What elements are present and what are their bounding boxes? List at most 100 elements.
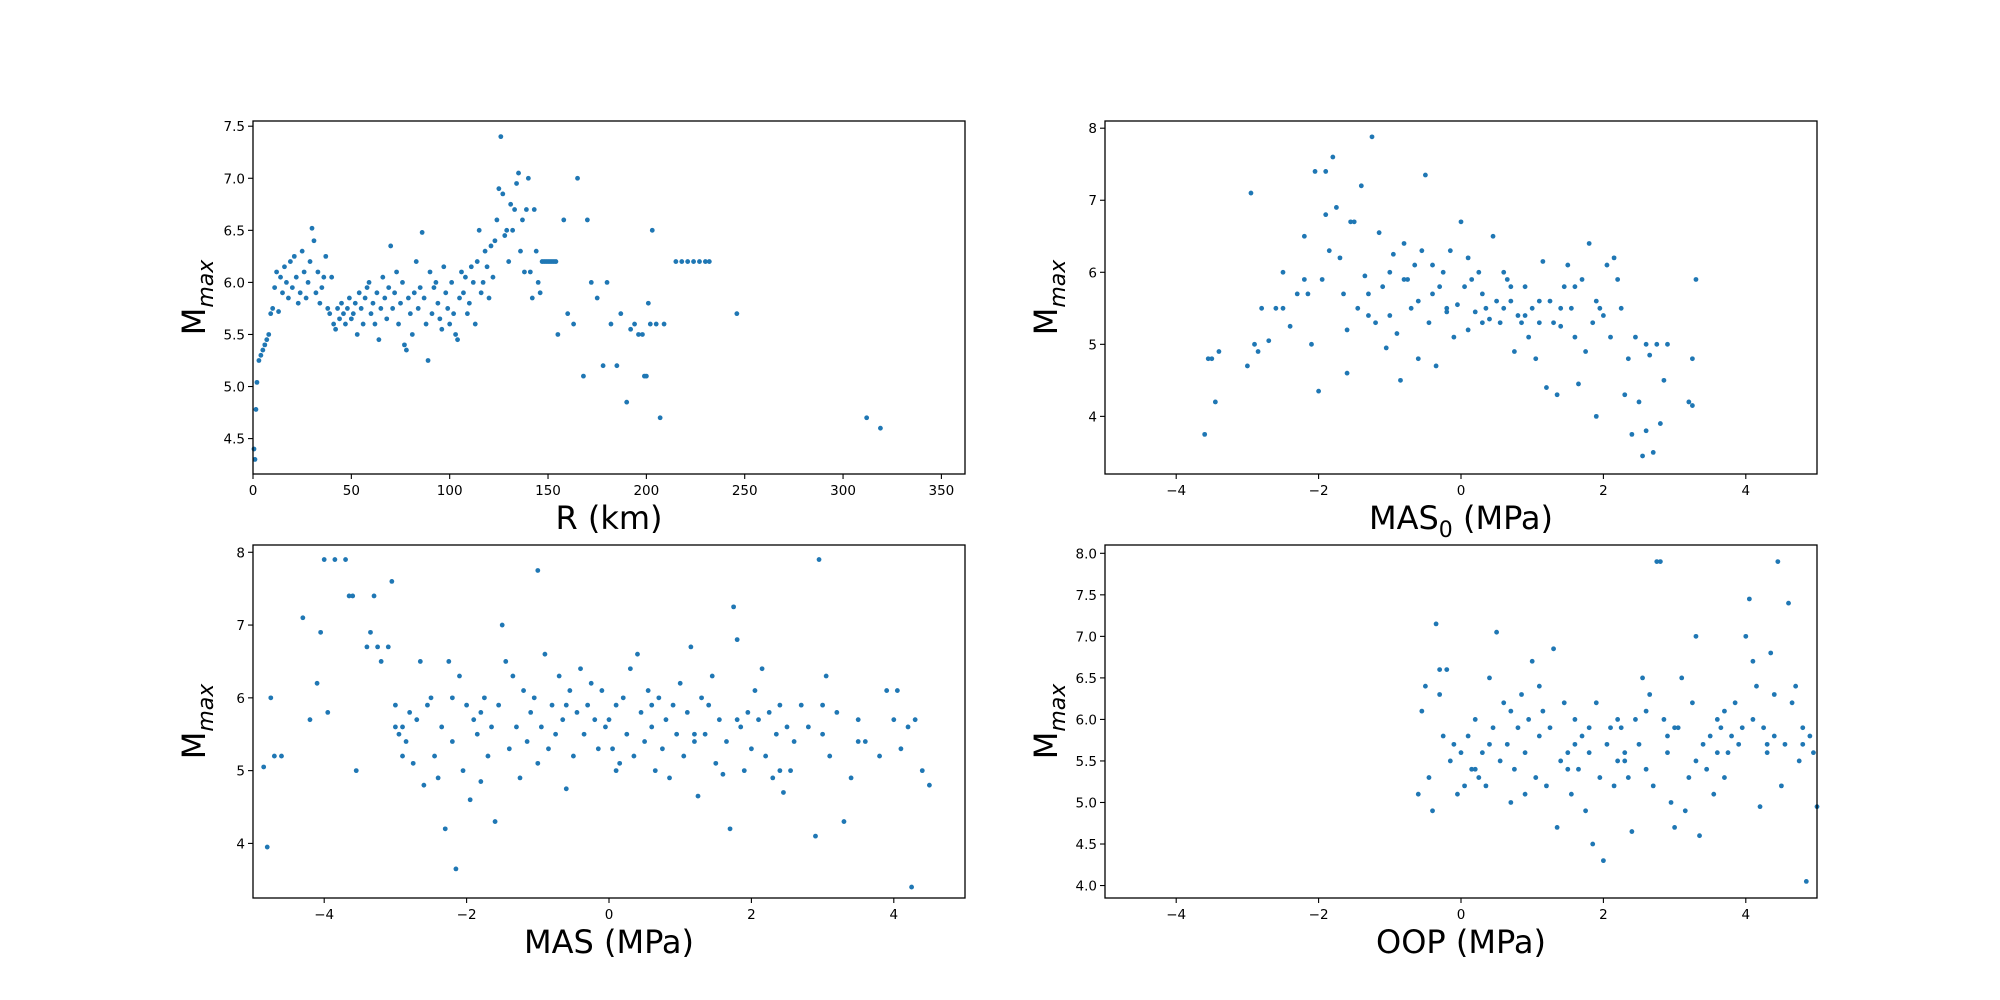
- data-point: [1675, 725, 1681, 731]
- data-point: [354, 332, 360, 337]
- scatter-panel-oop: −4 −2 0 2 4 4.0 4.5 5.0 5.5 6.0 6.5 7.0 7.5 8.0 OOP (M…: [1027, 544, 1820, 961]
- plot-frame: [1104, 120, 1818, 475]
- data-point: [1771, 692, 1777, 697]
- data-point: [1437, 667, 1443, 672]
- data-point: [1390, 251, 1396, 257]
- x-tick-label: 2: [747, 907, 756, 923]
- data-point: [1398, 377, 1403, 383]
- data-point: [506, 746, 512, 752]
- data-point: [1601, 858, 1606, 864]
- data-point: [531, 207, 537, 212]
- data-point: [1504, 277, 1510, 282]
- data-point: [1611, 783, 1617, 789]
- data-point: [496, 702, 502, 708]
- data-point: [1654, 341, 1660, 347]
- data-point: [1793, 683, 1799, 689]
- data-point: [478, 779, 484, 784]
- data-point: [848, 775, 854, 781]
- data-point: [309, 225, 315, 231]
- data-point: [1280, 269, 1286, 275]
- data-point: [291, 253, 297, 259]
- data-point: [632, 321, 637, 327]
- data-point: [791, 739, 797, 744]
- data-point: [449, 695, 455, 701]
- data-point: [674, 731, 680, 737]
- data-point: [1615, 277, 1621, 282]
- data-point: [1440, 733, 1446, 739]
- data-point: [360, 321, 366, 327]
- data-point: [1465, 327, 1471, 333]
- data-point: [1800, 741, 1806, 747]
- data-point: [1426, 775, 1432, 780]
- data-point: [549, 702, 555, 708]
- data-point: [905, 724, 911, 730]
- data-point: [382, 295, 388, 301]
- data-point: [311, 238, 317, 244]
- data-point: [643, 373, 649, 379]
- data-point: [293, 274, 299, 280]
- data-point: [1487, 741, 1492, 747]
- data-point: [348, 316, 354, 322]
- data-point: [318, 629, 324, 635]
- data-point: [314, 680, 320, 686]
- data-point: [537, 290, 543, 296]
- x-axis-label: R (km): [555, 499, 662, 537]
- data-point: [490, 274, 496, 280]
- data-point: [423, 321, 429, 327]
- data-point: [251, 446, 257, 452]
- data-point: [1554, 392, 1560, 398]
- data-point: [660, 746, 665, 752]
- data-point: [563, 702, 569, 708]
- data-point: [1408, 305, 1414, 311]
- data-point: [476, 227, 482, 233]
- data-point: [1608, 725, 1613, 731]
- data-point: [1326, 248, 1332, 254]
- y-axis-label: Mmax: [1027, 683, 1071, 760]
- data-point: [927, 782, 932, 788]
- data-point: [378, 659, 384, 664]
- y-tick-label: 5.5: [224, 327, 245, 343]
- data-point: [393, 702, 398, 708]
- data-point: [1547, 725, 1553, 731]
- data-point: [1761, 725, 1766, 731]
- data-point: [484, 264, 490, 270]
- x-tick-label: 4: [890, 907, 899, 923]
- data-point: [716, 717, 722, 723]
- data-point: [1558, 758, 1564, 764]
- data-point: [820, 702, 825, 708]
- data-point: [1212, 399, 1218, 405]
- data-point: [663, 717, 669, 723]
- data-point: [1736, 741, 1742, 747]
- data-point: [1209, 356, 1215, 362]
- data-point: [343, 321, 348, 327]
- data-point: [1771, 733, 1777, 739]
- data-point: [1643, 428, 1649, 434]
- data-point: [1565, 750, 1571, 756]
- data-point: [1796, 758, 1802, 764]
- data-point: [1561, 700, 1567, 706]
- data-point: [1344, 370, 1350, 376]
- data-point: [677, 680, 683, 686]
- data-point: [471, 717, 477, 723]
- data-point: [706, 702, 712, 708]
- data-point: [453, 332, 458, 337]
- data-point: [1490, 233, 1496, 239]
- data-point: [1593, 413, 1599, 419]
- data-point: [442, 826, 448, 832]
- data-point: [389, 578, 395, 584]
- y-axis-label: Mmax: [175, 259, 219, 336]
- data-point: [604, 280, 610, 285]
- data-point: [752, 688, 758, 693]
- data-point: [506, 259, 512, 264]
- data-point: [1779, 783, 1784, 789]
- data-point: [766, 710, 772, 715]
- data-point: [271, 753, 277, 759]
- data-point: [474, 731, 480, 737]
- y-tick-label: 7: [1088, 193, 1097, 209]
- data-point: [435, 300, 441, 306]
- data-point: [496, 186, 502, 192]
- data-point: [460, 768, 466, 774]
- data-point: [410, 760, 416, 766]
- data-point: [301, 269, 307, 275]
